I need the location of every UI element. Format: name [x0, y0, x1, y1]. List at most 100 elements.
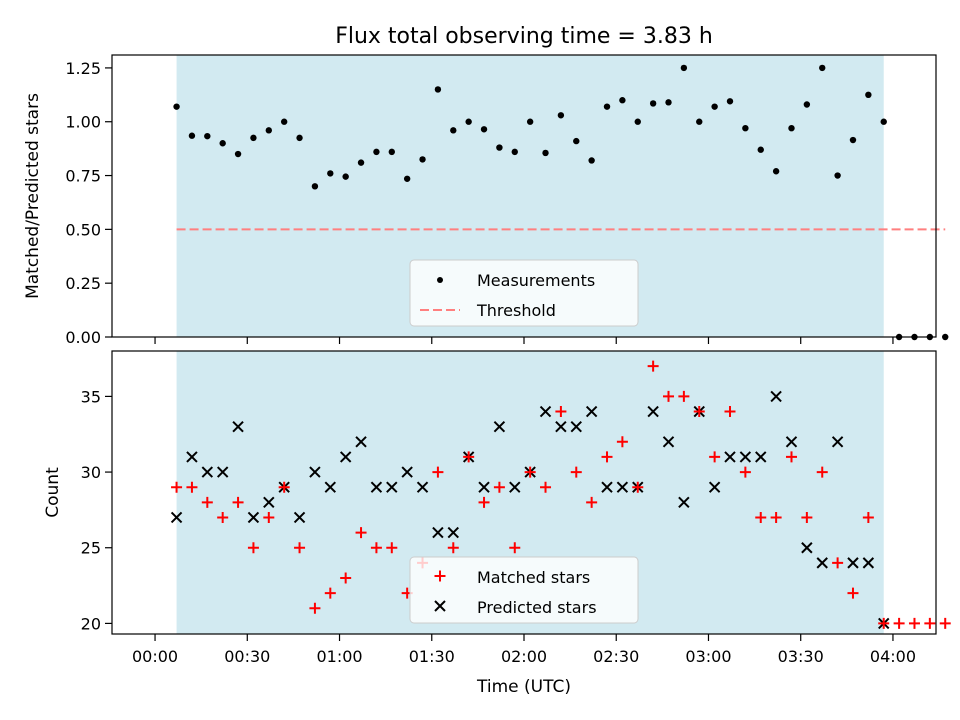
axes-frame	[111, 54, 937, 338]
predicted-star-marker	[770, 390, 782, 403]
matched-star-marker	[709, 451, 721, 463]
x-tick-label: 03:30	[778, 647, 824, 666]
matched-star-marker	[908, 617, 920, 629]
top-panel: 0.00 0.25 0.50 0.75 1.00 1.25 Matched/Predicte…	[23, 54, 949, 347]
predicted-star-marker	[662, 436, 675, 448]
y-axis-label: Matched/Predicted stars	[23, 93, 43, 299]
predicted-star-marker	[862, 557, 875, 569]
measurement-point	[942, 333, 949, 341]
predicted-star-marker	[601, 481, 613, 493]
predicted-star-marker	[247, 511, 260, 524]
measurement-point	[296, 134, 303, 142]
predicted-star-marker	[801, 542, 813, 554]
predicted-star-marker	[708, 481, 721, 493]
matched-star-marker	[893, 617, 905, 629]
y-tick-label: 30	[81, 463, 101, 482]
measurement-point	[619, 97, 626, 104]
matched-star-marker	[509, 542, 521, 554]
measurement-point	[450, 127, 457, 134]
predicted-star-marker	[370, 481, 383, 493]
matched-star-marker	[555, 406, 567, 418]
measurement-point	[742, 124, 749, 132]
predicted-star-marker	[847, 557, 859, 569]
measurement-point	[557, 112, 565, 119]
measurement-point	[542, 149, 549, 157]
measurement-point	[803, 101, 811, 108]
axes-frame	[111, 350, 937, 635]
measurement-point	[403, 175, 411, 182]
matched-star-marker	[340, 572, 352, 584]
measurement-point	[788, 124, 795, 132]
legend-matched-marker	[434, 570, 446, 582]
predicted-star-marker	[416, 481, 429, 493]
x-tick-label: 04:00	[870, 647, 916, 666]
predicted-star-marker	[201, 466, 214, 478]
legend-label: Matched stars	[477, 568, 590, 587]
measurement-point	[496, 144, 503, 151]
x-tick-label: 02:30	[593, 647, 639, 666]
predicted-star-marker	[324, 481, 337, 493]
measurement-point	[465, 118, 472, 125]
y-tick-label: 1.25	[65, 59, 101, 78]
predicted-star-marker	[585, 405, 598, 418]
measurement-point	[234, 150, 242, 158]
legend-box	[409, 556, 639, 624]
predicted-star-marker	[293, 511, 306, 524]
predicted-star-marker	[616, 481, 629, 493]
matched-star-marker	[217, 511, 229, 523]
matched-star-marker	[247, 542, 259, 554]
matched-star-marker	[463, 451, 475, 463]
predicted-star-marker	[724, 451, 736, 463]
legend: Matched stars Predicted stars	[409, 556, 639, 624]
matched-star-marker	[370, 542, 382, 554]
y-tick-label: 0.25	[65, 274, 101, 293]
matched-star-marker	[355, 527, 367, 539]
matched-star-marker	[186, 481, 198, 493]
predicted-star-marker	[339, 451, 352, 463]
matched-star-marker	[524, 466, 536, 478]
y-tick-label: 0.75	[65, 167, 101, 186]
measurement-point	[573, 137, 580, 145]
x-axis-label: Time (UTC)	[476, 677, 571, 697]
matched-star-marker	[816, 466, 828, 478]
matched-star-marker	[663, 390, 675, 402]
measurement-point	[265, 127, 273, 134]
measurement-point	[357, 159, 365, 166]
predicted-star-marker	[386, 481, 398, 493]
measurement-point	[834, 172, 841, 179]
measurement-point	[526, 118, 534, 125]
measurement-point	[588, 157, 595, 164]
matched-star-marker	[770, 511, 782, 523]
matched-star-marker	[478, 496, 490, 508]
predicted-star-marker	[186, 451, 198, 463]
matched-star-marker	[309, 602, 321, 614]
legend-label: Threshold	[476, 301, 556, 320]
predicted-star-marker	[509, 481, 521, 493]
predicted-star-marker	[647, 405, 659, 418]
measurement-point	[173, 103, 180, 110]
predicted-star-marker	[493, 420, 506, 433]
legend-label: Predicted stars	[477, 598, 597, 617]
measurement-point	[188, 132, 196, 139]
legend-label: Measurements	[477, 271, 595, 290]
predicted-star-marker	[401, 466, 413, 478]
x-tick-label: 01:30	[409, 647, 455, 666]
matched-star-marker	[878, 617, 890, 629]
matched-star-marker	[278, 481, 290, 493]
measurement-point	[280, 118, 288, 125]
matched-star-marker	[647, 360, 659, 372]
measurement-point	[865, 91, 872, 99]
predicted-star-marker	[216, 466, 229, 478]
predicted-star-marker	[170, 511, 183, 524]
matched-star-marker	[724, 406, 736, 418]
matched-star-marker	[924, 617, 936, 629]
y-tick-label: 25	[81, 539, 101, 558]
measurement-point	[680, 64, 688, 72]
predicted-star-marker	[739, 451, 752, 463]
measurement-point	[204, 132, 211, 140]
measurement-point	[726, 98, 734, 105]
figure-title: Flux total observing time = 3.83 h	[335, 24, 713, 49]
y-tick-label: 1.00	[65, 113, 101, 132]
measurement-point	[388, 148, 395, 156]
